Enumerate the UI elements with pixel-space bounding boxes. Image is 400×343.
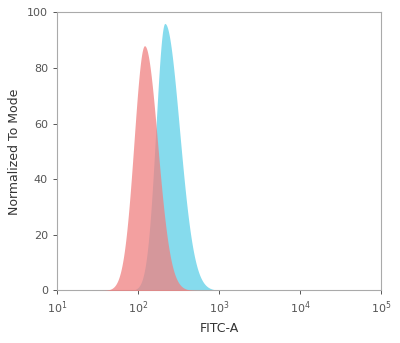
Y-axis label: Normalized To Mode: Normalized To Mode	[8, 88, 21, 215]
X-axis label: FITC-A: FITC-A	[200, 322, 239, 335]
